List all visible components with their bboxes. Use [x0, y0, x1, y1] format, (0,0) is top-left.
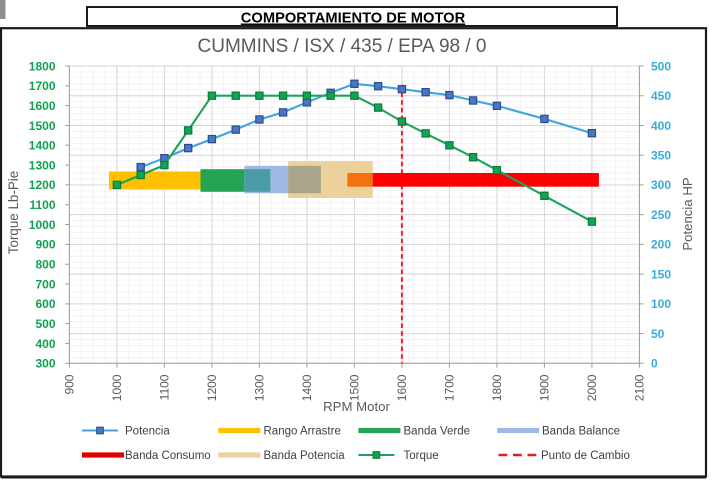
svg-text:500: 500	[35, 317, 55, 331]
svg-text:1300: 1300	[29, 158, 56, 172]
svg-text:1800: 1800	[490, 374, 504, 401]
svg-text:250: 250	[651, 208, 671, 222]
svg-text:1000: 1000	[29, 218, 56, 232]
svg-text:1700: 1700	[29, 79, 56, 93]
svg-text:Banda Consumo: Banda Consumo	[125, 450, 211, 462]
svg-text:400: 400	[35, 337, 55, 351]
svg-text:1900: 1900	[538, 374, 552, 401]
svg-text:2100: 2100	[633, 374, 647, 401]
svg-text:1800: 1800	[29, 59, 56, 73]
svg-text:300: 300	[651, 178, 671, 192]
svg-text:RPM Motor: RPM Motor	[323, 399, 390, 414]
svg-text:Potencia HP: Potencia HP	[680, 177, 695, 251]
svg-text:350: 350	[651, 149, 671, 163]
svg-text:Rango Arrastre: Rango Arrastre	[264, 426, 341, 438]
svg-text:Torque: Torque	[404, 450, 439, 462]
svg-text:1600: 1600	[29, 99, 56, 113]
svg-text:Punto de Cambio: Punto de Cambio	[541, 450, 630, 462]
svg-text:600: 600	[35, 297, 55, 311]
svg-text:150: 150	[651, 267, 671, 281]
svg-text:500: 500	[651, 59, 671, 73]
svg-text:Banda Potencia: Banda Potencia	[264, 450, 346, 462]
svg-text:1200: 1200	[205, 374, 219, 401]
svg-text:300: 300	[35, 357, 55, 371]
svg-text:1500: 1500	[29, 119, 56, 133]
svg-text:Potencia: Potencia	[125, 426, 170, 438]
svg-text:400: 400	[651, 119, 671, 133]
svg-text:1100: 1100	[158, 374, 172, 400]
svg-text:0: 0	[651, 357, 658, 371]
svg-text:1100: 1100	[29, 198, 55, 212]
svg-text:1500: 1500	[348, 374, 362, 401]
svg-text:900: 900	[63, 374, 77, 394]
svg-text:100: 100	[651, 297, 671, 311]
svg-text:Torque Lb-Pie: Torque Lb-Pie	[6, 171, 21, 254]
svg-text:CUMMINS / ISX / 435 / EPA 98 /: CUMMINS / ISX / 435 / EPA 98 / 0	[198, 36, 487, 57]
svg-text:1400: 1400	[300, 374, 314, 401]
svg-text:2000: 2000	[585, 374, 599, 401]
svg-text:Banda Verde: Banda Verde	[404, 426, 471, 438]
svg-text:800: 800	[35, 258, 55, 272]
svg-text:200: 200	[651, 238, 671, 252]
svg-text:COMPORTAMIENTO DE MOTOR: COMPORTAMIENTO DE MOTOR	[241, 11, 466, 27]
svg-text:1600: 1600	[395, 374, 409, 401]
svg-text:Banda Balance: Banda Balance	[542, 426, 620, 438]
svg-text:450: 450	[651, 89, 671, 103]
svg-text:50: 50	[651, 327, 665, 341]
svg-text:1400: 1400	[29, 139, 56, 153]
svg-text:700: 700	[35, 277, 55, 291]
svg-text:1300: 1300	[253, 374, 267, 401]
svg-text:1200: 1200	[29, 178, 56, 192]
svg-text:1700: 1700	[443, 374, 457, 401]
svg-text:1000: 1000	[110, 374, 124, 401]
svg-text:900: 900	[35, 238, 55, 252]
